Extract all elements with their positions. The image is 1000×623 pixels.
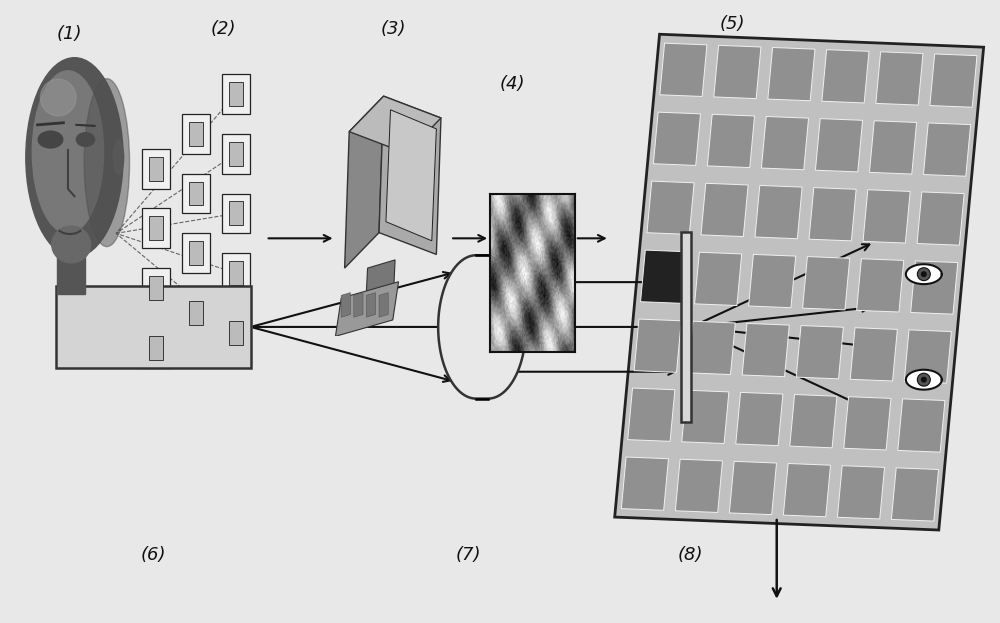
Bar xyxy=(222,74,250,114)
Bar xyxy=(182,234,210,273)
Bar xyxy=(229,201,243,226)
Circle shape xyxy=(921,271,927,277)
Polygon shape xyxy=(837,465,885,519)
Bar xyxy=(229,142,243,166)
Bar xyxy=(182,114,210,154)
Polygon shape xyxy=(736,392,783,445)
Bar xyxy=(222,134,250,174)
Polygon shape xyxy=(653,112,701,166)
Text: (5): (5) xyxy=(719,16,745,33)
Bar xyxy=(222,254,250,293)
Polygon shape xyxy=(634,319,681,373)
Bar xyxy=(681,232,691,422)
Polygon shape xyxy=(930,54,977,107)
Circle shape xyxy=(921,377,927,383)
Bar xyxy=(189,301,203,325)
Polygon shape xyxy=(911,261,958,314)
Circle shape xyxy=(917,268,930,280)
Circle shape xyxy=(917,373,930,386)
Polygon shape xyxy=(701,183,748,237)
Bar xyxy=(149,276,163,300)
Bar xyxy=(189,122,203,146)
Polygon shape xyxy=(822,50,869,103)
Polygon shape xyxy=(707,114,755,168)
Polygon shape xyxy=(749,254,796,308)
Bar xyxy=(142,328,170,368)
Polygon shape xyxy=(682,390,729,444)
Bar xyxy=(182,293,210,333)
Text: (6): (6) xyxy=(141,546,166,564)
Text: (1): (1) xyxy=(56,25,82,43)
Polygon shape xyxy=(803,257,850,310)
Polygon shape xyxy=(850,328,897,381)
Polygon shape xyxy=(783,464,831,517)
Bar xyxy=(222,313,250,353)
Polygon shape xyxy=(714,45,761,98)
Polygon shape xyxy=(863,190,910,243)
Text: (4): (4) xyxy=(500,75,526,93)
Polygon shape xyxy=(729,462,776,515)
Polygon shape xyxy=(688,321,735,374)
Polygon shape xyxy=(675,459,722,513)
Polygon shape xyxy=(695,252,742,305)
Bar xyxy=(189,181,203,206)
Polygon shape xyxy=(869,121,917,174)
Polygon shape xyxy=(891,468,939,521)
Polygon shape xyxy=(438,255,526,399)
Polygon shape xyxy=(768,47,815,101)
Polygon shape xyxy=(755,186,802,239)
Bar xyxy=(222,194,250,234)
Polygon shape xyxy=(621,457,668,510)
Bar xyxy=(229,321,243,345)
Text: (7): (7) xyxy=(455,546,481,564)
Bar xyxy=(149,336,163,360)
Polygon shape xyxy=(923,123,971,176)
Bar xyxy=(149,216,163,240)
Polygon shape xyxy=(796,326,843,379)
Polygon shape xyxy=(628,388,675,441)
Bar xyxy=(229,261,243,285)
Polygon shape xyxy=(790,394,837,448)
Polygon shape xyxy=(615,34,984,530)
Bar xyxy=(56,286,251,368)
Polygon shape xyxy=(761,117,809,169)
Polygon shape xyxy=(898,399,945,452)
Bar xyxy=(142,149,170,189)
Bar xyxy=(182,174,210,214)
Polygon shape xyxy=(815,118,863,172)
Bar xyxy=(142,209,170,249)
Text: (3): (3) xyxy=(380,20,406,38)
Bar xyxy=(149,157,163,181)
Polygon shape xyxy=(844,397,891,450)
Bar xyxy=(189,241,203,265)
Polygon shape xyxy=(857,259,904,312)
Polygon shape xyxy=(647,181,694,234)
Polygon shape xyxy=(660,43,707,97)
Text: (8): (8) xyxy=(678,546,703,564)
Polygon shape xyxy=(876,52,923,105)
Polygon shape xyxy=(906,264,942,284)
Polygon shape xyxy=(641,250,688,303)
Polygon shape xyxy=(904,330,951,383)
Bar xyxy=(229,82,243,106)
Polygon shape xyxy=(809,188,856,241)
Text: (2): (2) xyxy=(211,20,236,38)
Polygon shape xyxy=(917,192,964,245)
Polygon shape xyxy=(906,369,942,389)
Bar xyxy=(142,268,170,308)
Polygon shape xyxy=(742,323,789,377)
